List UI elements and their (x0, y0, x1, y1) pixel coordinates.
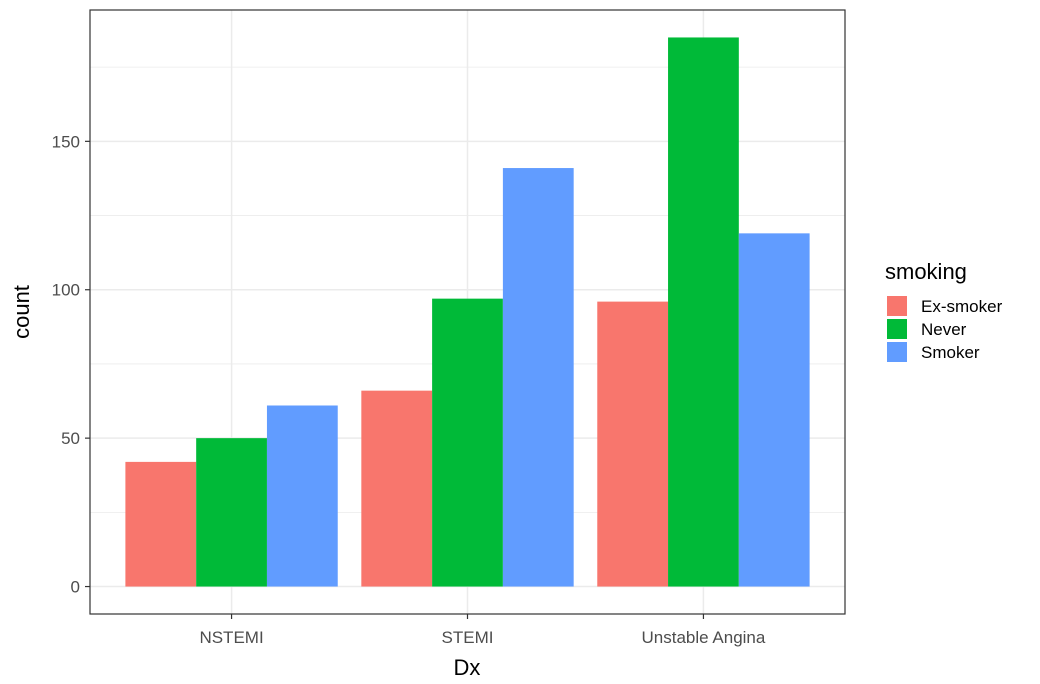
y-tick-label: 150 (52, 132, 80, 151)
bar-never-nstemi (196, 438, 267, 587)
bar-smoker-unstable-angina (738, 233, 810, 587)
legend: smoking Ex-smoker Never Smoker (885, 259, 1003, 362)
bar-never-stemi (432, 298, 503, 587)
bar-ex-smoker-unstable-angina (597, 301, 669, 587)
legend-title: smoking (885, 259, 967, 284)
bar-never-unstable-angina (668, 37, 739, 587)
bars (125, 37, 810, 587)
bar-smoker-nstemi (266, 405, 338, 587)
legend-label: Smoker (921, 343, 980, 362)
legend-label: Never (921, 320, 967, 339)
legend-label: Ex-smoker (921, 297, 1003, 316)
bar-ex-smoker-nstemi (125, 461, 197, 587)
x-axis: NSTEMI STEMI Unstable Angina (199, 614, 766, 647)
bar-ex-smoker-stemi (361, 390, 433, 587)
legend-key (887, 296, 907, 316)
x-tick-label: Unstable Angina (642, 628, 766, 647)
y-axis: 0 50 100 150 (52, 132, 90, 597)
legend-key (887, 319, 907, 339)
y-tick-label: 50 (61, 429, 80, 448)
x-tick-label: NSTEMI (199, 628, 263, 647)
y-axis-title: count (9, 285, 34, 339)
y-tick-label: 0 (71, 578, 80, 597)
x-tick-label: STEMI (442, 628, 494, 647)
bar-smoker-stemi (502, 168, 574, 587)
legend-key (887, 342, 907, 362)
x-axis-title: Dx (454, 655, 481, 680)
y-tick-label: 100 (52, 281, 80, 300)
